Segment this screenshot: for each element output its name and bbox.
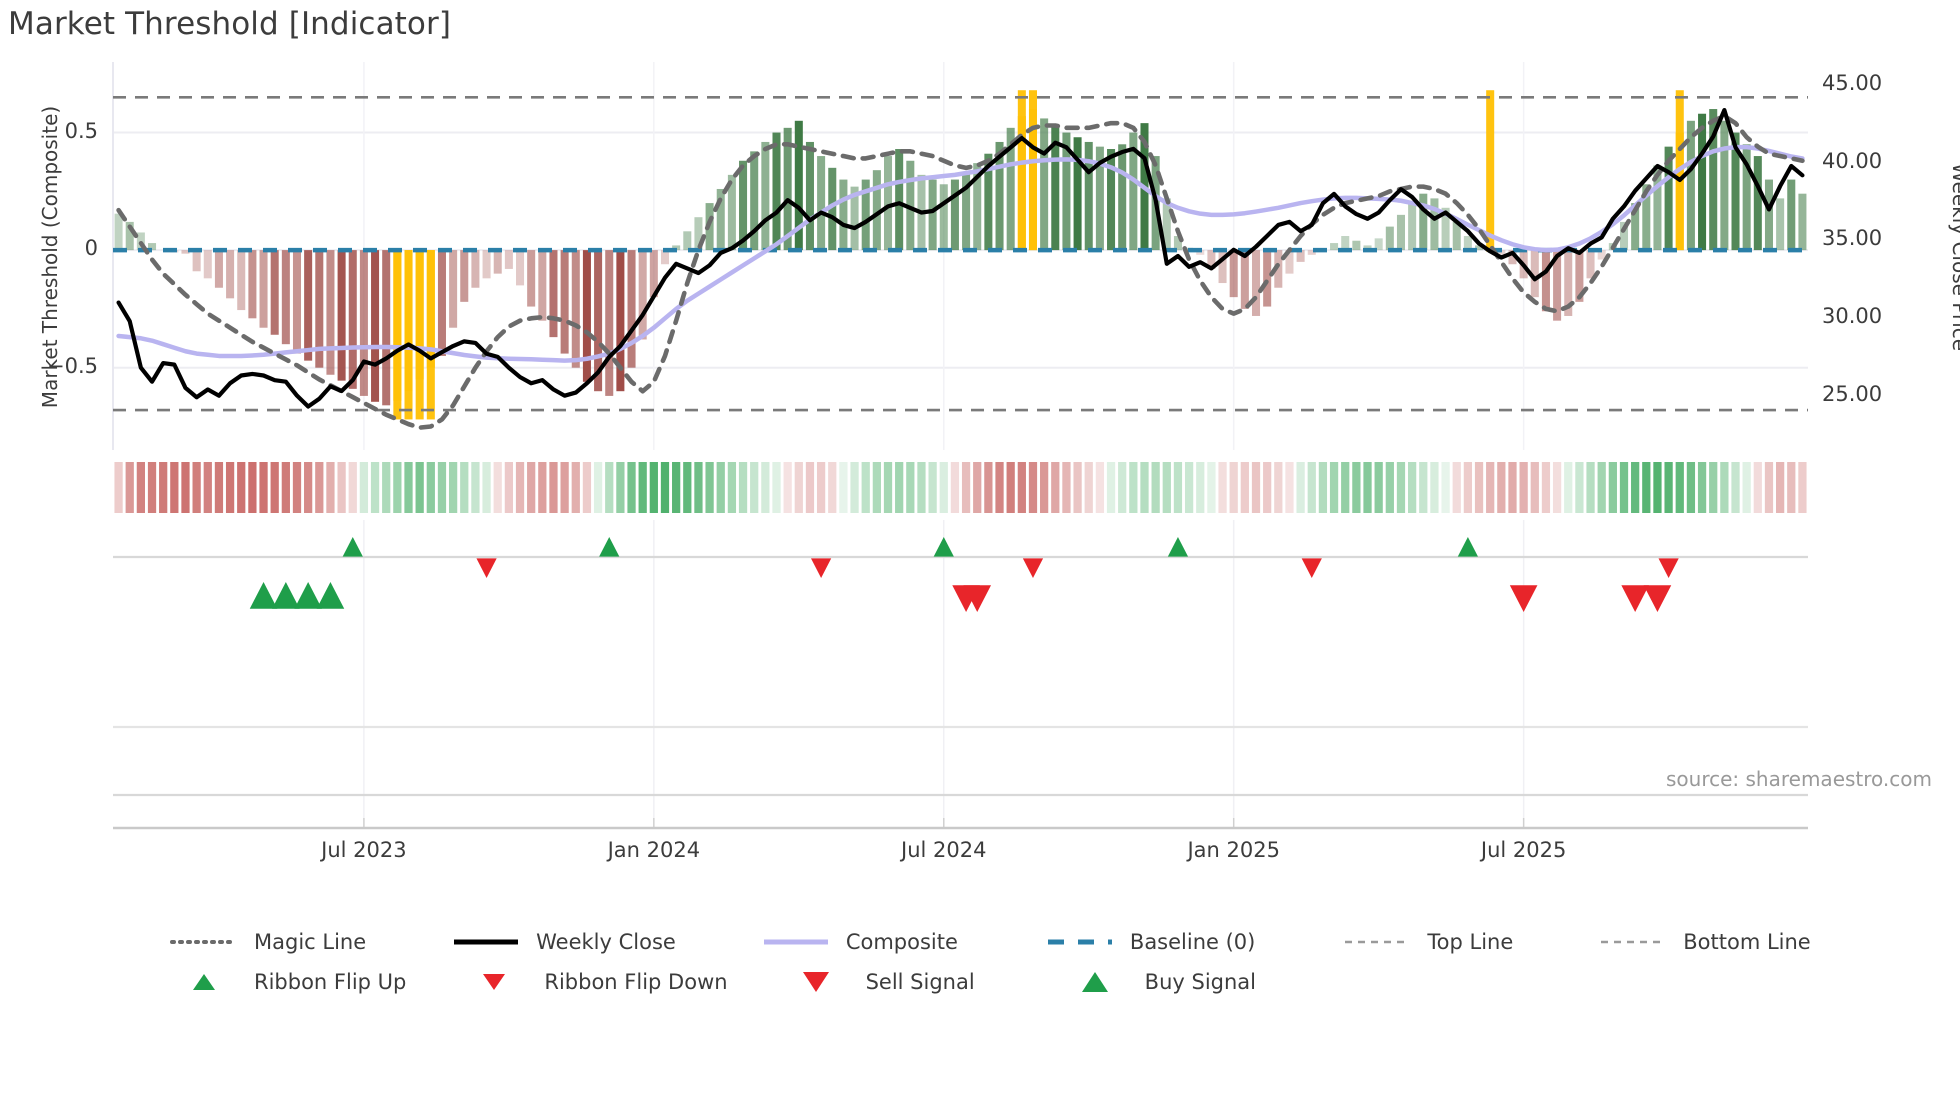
legend-label: Sell Signal bbox=[865, 969, 975, 994]
legend-label: Bottom Line bbox=[1683, 929, 1811, 954]
legend-item[interactable]: Sell Signal bbox=[780, 971, 975, 993]
legend-label: Ribbon Flip Down bbox=[544, 969, 728, 994]
solid-lavender-line-icon bbox=[763, 939, 828, 945]
x-tick: Jul 2024 bbox=[901, 838, 987, 862]
legend-row-2: Ribbon Flip Up Ribbon Flip Down Sell Signa… bbox=[0, 962, 1960, 1002]
red-down-triangle-icon bbox=[483, 974, 506, 990]
legend-row-1: Magic Line Weekly Close Composite Baseline … bbox=[0, 922, 1960, 962]
legend-item[interactable]: Baseline (0) bbox=[1044, 931, 1255, 953]
legend-item[interactable]: Weekly Close bbox=[450, 931, 676, 953]
y-right-tick: 25.00 bbox=[1822, 381, 1883, 406]
y-left-tick: −0.5 bbox=[47, 353, 98, 378]
legend-label: Weekly Close bbox=[536, 929, 676, 954]
dashed-gray-line-icon bbox=[1601, 940, 1666, 944]
legend-key bbox=[168, 971, 240, 993]
legend-label: Buy Signal bbox=[1144, 969, 1256, 994]
threshold-reference-lines bbox=[113, 95, 1808, 412]
solid-black-line-icon bbox=[454, 939, 519, 945]
magic-line bbox=[116, 113, 1805, 430]
signal-panel-grid bbox=[113, 555, 1808, 797]
legend-label: Composite bbox=[845, 929, 958, 954]
legend-label: Ribbon Flip Up bbox=[254, 969, 407, 994]
ribbon-flip-markers bbox=[342, 537, 1679, 578]
legend-key bbox=[1341, 931, 1413, 953]
gridlines bbox=[112, 62, 1808, 828]
legend-key bbox=[458, 971, 530, 993]
legend-key bbox=[168, 931, 240, 953]
green-up-triangle-icon bbox=[193, 974, 215, 990]
source-attribution: source: sharemaestro.com bbox=[1666, 767, 1932, 791]
legend-item[interactable]: Magic Line bbox=[168, 931, 366, 953]
x-tick: Jul 2025 bbox=[1480, 838, 1567, 862]
buy-sell-signal-markers bbox=[249, 582, 1672, 612]
x-tick: Jul 2023 bbox=[321, 838, 407, 862]
legend-key bbox=[1597, 931, 1669, 953]
x-tick: Jan 2025 bbox=[1187, 838, 1280, 862]
legend-key bbox=[450, 931, 522, 953]
x-tick: Jan 2024 bbox=[607, 838, 701, 862]
legend-item[interactable]: Top Line bbox=[1341, 931, 1513, 953]
y-right-tick: 40.00 bbox=[1822, 148, 1883, 173]
legend-label: Baseline (0) bbox=[1129, 929, 1256, 954]
green-up-triangle-large-icon bbox=[1081, 972, 1108, 992]
y-left-tick: 0.5 bbox=[64, 118, 98, 143]
weekly-close-line bbox=[116, 108, 1805, 409]
y-right-tick: 45.00 bbox=[1822, 71, 1883, 96]
legend-item[interactable]: Bottom Line bbox=[1597, 929, 1811, 954]
red-down-triangle-large-icon bbox=[802, 972, 829, 992]
legend-item[interactable]: Buy Signal bbox=[1059, 971, 1256, 993]
legend-label: Top Line bbox=[1427, 929, 1514, 954]
ribbon-heatmap bbox=[114, 462, 1807, 513]
legend-item[interactable]: Composite bbox=[760, 931, 958, 953]
legend-key bbox=[1059, 971, 1131, 993]
dashed-gray-line-icon bbox=[1345, 940, 1410, 944]
chart-legend: Magic Line Weekly Close Composite Baseline … bbox=[0, 922, 1960, 1002]
y-right-tick: 30.00 bbox=[1822, 304, 1883, 329]
legend-key bbox=[780, 971, 852, 993]
legend-key bbox=[1044, 931, 1116, 953]
page-title: Market Threshold [Indicator] bbox=[8, 6, 452, 42]
legend-key bbox=[760, 931, 832, 953]
legend-item[interactable]: Ribbon Flip Down bbox=[458, 969, 728, 994]
y-right-tick: 35.00 bbox=[1822, 226, 1883, 251]
legend-item[interactable]: Ribbon Flip Up bbox=[168, 971, 406, 993]
dotted-gray-line-icon bbox=[170, 940, 238, 944]
legend-label: Magic Line bbox=[254, 929, 367, 954]
y-left-tick: 0 bbox=[84, 236, 98, 261]
dashed-blue-line-icon bbox=[1047, 939, 1112, 945]
